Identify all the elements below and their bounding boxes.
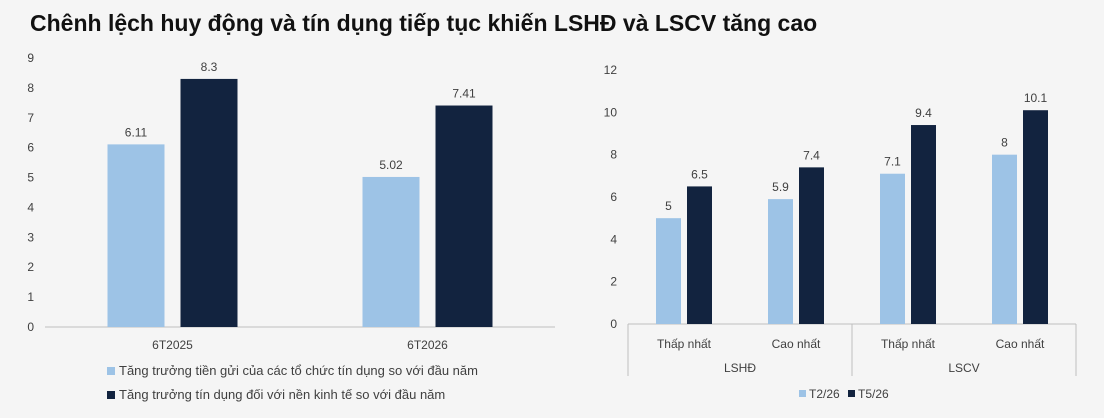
bar [911, 125, 936, 325]
legend-label: Tăng trưởng tiền gửi của các tổ chức tín… [119, 363, 478, 378]
group-label: LSHĐ [724, 361, 756, 375]
page-title: Chênh lệch huy động và tín dụng tiếp tục… [30, 10, 818, 36]
y-tick-label: 1 [27, 290, 34, 304]
x-tick-label: 6T2025 [152, 338, 193, 352]
data-label: 6.5 [691, 167, 708, 181]
y-tick-label: 2 [27, 260, 34, 274]
y-tick-label: 12 [604, 63, 618, 77]
bar [107, 144, 165, 327]
x-tick-label: Thấp nhất [657, 337, 712, 351]
bar [687, 186, 712, 324]
data-label: 7.1 [884, 155, 901, 169]
bar [1023, 110, 1048, 324]
legend-label: Tăng trưởng tín dụng đối với nền kinh tế… [119, 387, 445, 402]
bar [435, 105, 493, 327]
bar [880, 173, 905, 324]
y-tick-label: 2 [610, 275, 617, 289]
x-tick-label: Cao nhất [772, 337, 821, 351]
bar [799, 167, 824, 324]
data-label: 7.41 [452, 87, 476, 101]
legend-swatch [107, 391, 115, 399]
y-tick-label: 7 [27, 111, 34, 125]
y-tick-label: 10 [604, 105, 618, 119]
data-label: 6.11 [125, 125, 148, 139]
y-tick-label: 0 [610, 317, 617, 331]
bar [362, 176, 420, 327]
data-label: 5.9 [772, 180, 789, 194]
legend-label: T2/26 [809, 387, 840, 401]
legend-swatch [107, 367, 115, 375]
legend-swatch [799, 390, 806, 397]
y-tick-label: 8 [610, 148, 617, 162]
y-tick-label: 4 [610, 232, 617, 246]
y-tick-label: 5 [27, 171, 34, 185]
y-tick-label: 4 [27, 200, 34, 214]
y-tick-label: 8 [27, 81, 34, 95]
x-tick-label: Cao nhất [996, 337, 1045, 351]
data-label: 5.02 [379, 158, 403, 172]
bar [656, 218, 681, 324]
y-tick-label: 6 [610, 190, 617, 204]
legend-swatch [848, 390, 855, 397]
x-tick-label: 6T2026 [407, 338, 448, 352]
legend-label: T5/26 [858, 387, 889, 401]
data-label: 9.4 [915, 106, 932, 120]
x-tick-label: Thấp nhất [881, 337, 936, 351]
y-tick-label: 6 [27, 141, 34, 155]
y-tick-label: 0 [27, 320, 34, 334]
bar [180, 78, 238, 327]
bar [768, 199, 793, 324]
data-label: 8.3 [201, 60, 218, 74]
y-tick-label: 9 [27, 51, 34, 65]
data-label: 10.1 [1024, 91, 1048, 105]
group-label: LSCV [948, 361, 979, 375]
y-tick-label: 3 [27, 230, 34, 244]
data-label: 7.4 [803, 148, 820, 162]
bar [992, 154, 1017, 324]
data-label: 8 [1001, 136, 1008, 150]
data-label: 5 [665, 199, 672, 213]
